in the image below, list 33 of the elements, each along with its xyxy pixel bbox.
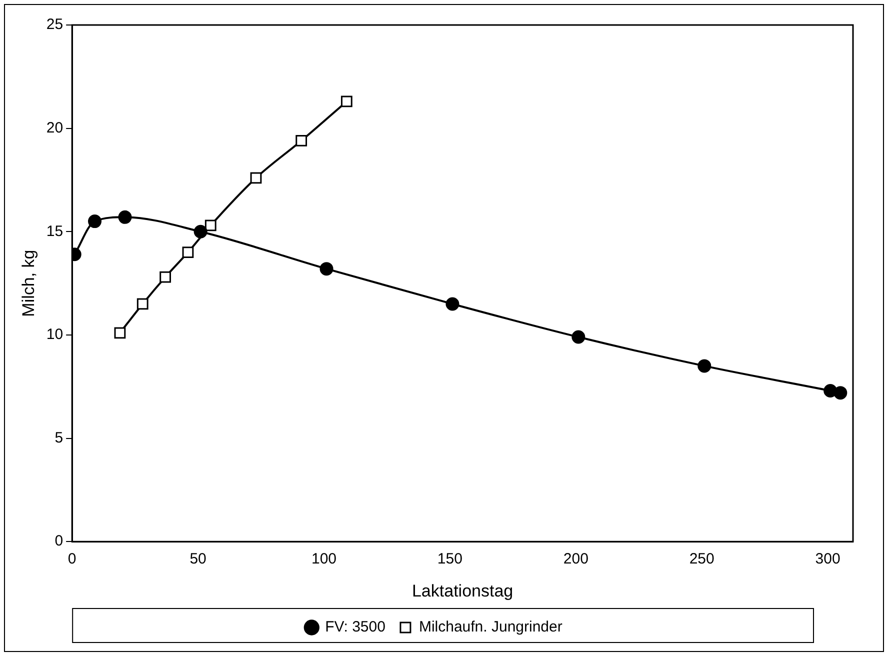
point <box>698 359 712 373</box>
point <box>88 214 102 228</box>
point <box>136 298 148 310</box>
x-tick-label: 300 <box>815 550 840 568</box>
y-tick-label: 10 <box>46 326 64 344</box>
point <box>194 224 208 238</box>
x-tick-label: 200 <box>563 550 588 568</box>
y-tick-label: 25 <box>46 16 64 34</box>
point <box>572 330 586 344</box>
point <box>446 297 460 311</box>
legend-label: Milchaufn. Jungrinder <box>418 618 562 636</box>
y-axis-title: Milch, kg <box>18 250 38 317</box>
x-tick-label: 150 <box>437 550 462 568</box>
point <box>118 210 132 224</box>
x-tick-label: 250 <box>689 550 714 568</box>
x-tick-label: 100 <box>311 550 337 568</box>
legend-label: FV: 3500 <box>325 618 386 636</box>
y-tick-label: 5 <box>54 429 64 446</box>
x-axis-title: Laktationstag <box>412 581 514 600</box>
y-tick-label: 15 <box>46 222 64 240</box>
point <box>834 386 848 400</box>
point <box>182 246 194 258</box>
point <box>160 271 171 283</box>
y-tick-label: 20 <box>46 119 64 136</box>
point <box>204 220 216 232</box>
y-tick-label: 0 <box>54 532 64 550</box>
point <box>296 135 308 146</box>
point <box>250 172 262 184</box>
point <box>320 262 334 276</box>
point <box>114 327 126 339</box>
point <box>340 96 352 108</box>
x-tick-label: 50 <box>190 550 206 568</box>
x-tick-label: 0 <box>68 550 76 568</box>
